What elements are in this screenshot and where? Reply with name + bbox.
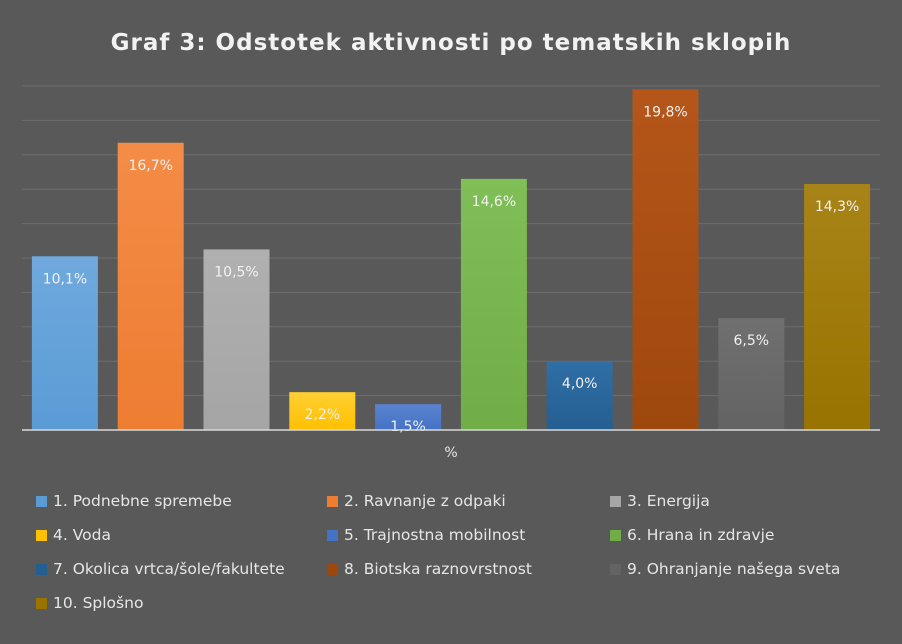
data-label-4: 2,2% xyxy=(305,407,341,423)
legend-swatch xyxy=(327,495,338,507)
bar-4 xyxy=(289,392,356,430)
legend-item-6: 6. Hrana in zdravje xyxy=(610,524,870,546)
legend-label: 6. Hrana in zdravje xyxy=(627,526,775,544)
data-label-2: 16,7% xyxy=(128,158,172,174)
legend-label: 8. Biotska raznovrstnost xyxy=(344,560,532,578)
bar-1 xyxy=(31,256,98,430)
data-label-10: 14,3% xyxy=(815,199,859,215)
legend-item-10: 10. Splošno xyxy=(36,592,327,614)
legend-swatch xyxy=(36,597,47,609)
bar-3 xyxy=(203,249,270,430)
legend-swatch xyxy=(610,529,621,541)
legend-item-4: 4. Voda xyxy=(36,524,327,546)
legend-label: 7. Okolica vrtca/šole/fakultete xyxy=(53,560,285,578)
legend-swatch xyxy=(610,495,621,507)
data-label-8: 19,8% xyxy=(643,104,687,120)
data-label-6: 14,6% xyxy=(472,194,516,210)
bar-5 xyxy=(375,404,442,430)
legend-item-8: 8. Biotska raznovrstnost xyxy=(327,558,610,580)
bar-10 xyxy=(804,184,871,430)
x-axis-label: % xyxy=(444,445,458,461)
bar-6 xyxy=(460,178,527,430)
legend-label: 2. Ravnanje z odpaki xyxy=(344,492,506,510)
legend-label: 4. Voda xyxy=(53,526,111,544)
legend-swatch xyxy=(327,529,338,541)
data-label-5: 1,5% xyxy=(390,419,426,435)
legend-label: 9. Ohranjanje našega sveta xyxy=(627,560,841,578)
bar-7 xyxy=(546,361,613,430)
data-label-9: 6,5% xyxy=(734,333,770,349)
bar-2 xyxy=(117,142,184,430)
legend-swatch xyxy=(327,563,338,575)
legend-item-1: 1. Podnebne spremebe xyxy=(36,490,327,512)
legend-label: 3. Energija xyxy=(627,492,710,510)
legend-swatch xyxy=(36,495,47,507)
legend-label: 10. Splošno xyxy=(53,594,144,612)
chart-title: Graf 3: Odstotek aktivnosti po tematskih… xyxy=(110,30,792,56)
legend-item-3: 3. Energija xyxy=(610,490,870,512)
legend-label: 1. Podnebne spremebe xyxy=(53,492,232,510)
legend-swatch xyxy=(36,529,47,541)
legend-item-2: 2. Ravnanje z odpaki xyxy=(327,490,610,512)
legend-swatch xyxy=(36,563,47,575)
legend-swatch xyxy=(610,563,621,575)
data-label-3: 10,5% xyxy=(214,264,258,280)
legend-item-7: 7. Okolica vrtca/šole/fakultete xyxy=(36,558,327,580)
data-label-1: 10,1% xyxy=(43,271,87,287)
bar-9 xyxy=(718,318,785,430)
legend-item-5: 5. Trajnostna mobilnost xyxy=(327,524,610,546)
data-label-7: 4,0% xyxy=(562,376,598,392)
legend: 1. Podnebne spremebe 2. Ravnanje z odpaki… xyxy=(36,490,886,614)
bar-8 xyxy=(632,89,699,430)
legend-item-9: 9. Ohranjanje našega sveta xyxy=(610,558,870,580)
legend-label: 5. Trajnostna mobilnost xyxy=(344,526,526,544)
